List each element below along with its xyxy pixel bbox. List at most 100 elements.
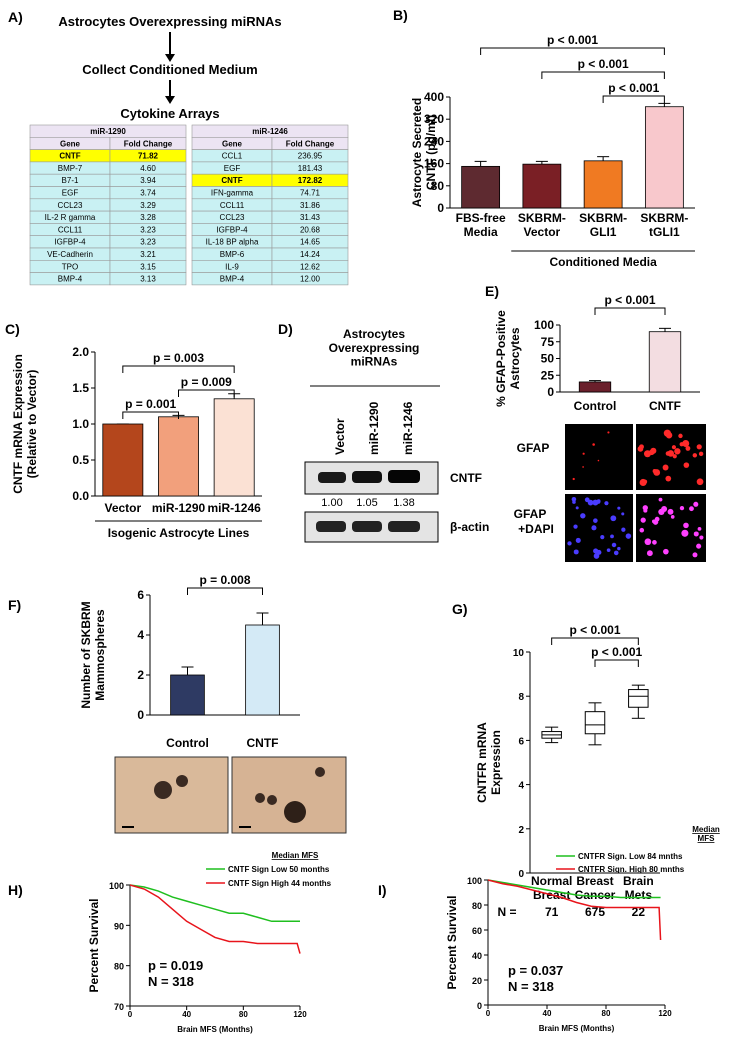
significance-bracket (594, 659, 639, 667)
lane-label: miR-1246 (401, 401, 415, 455)
box (584, 711, 606, 735)
cell-dot (696, 478, 704, 486)
cell-dot (662, 464, 669, 471)
panel-label: C) (5, 321, 20, 337)
cell-dot (696, 444, 702, 450)
p-value: p < 0.001 (578, 57, 629, 71)
image-label: GFAP (517, 441, 550, 455)
y-tick-label: 60 (472, 926, 482, 936)
table-value: 3.29 (140, 201, 156, 210)
significance-bracket (187, 587, 263, 595)
y-tick-label: 90 (114, 921, 124, 931)
table-gene: IL-9 (225, 262, 239, 271)
cell-dot (681, 529, 689, 537)
table-gene: BMP-6 (220, 250, 245, 259)
y-tick-label: 80 (472, 901, 482, 911)
x-tick-label: 0 (486, 1009, 491, 1018)
p-value: p = 0.008 (199, 573, 250, 587)
cell-dot (682, 439, 690, 447)
quant-label: 1.38 (393, 497, 414, 509)
cell-dot (692, 552, 698, 558)
table-header: Gene (222, 139, 243, 148)
cell-dot (572, 500, 576, 504)
x-tick-label: 40 (543, 1009, 552, 1018)
x-tick-label: Control (166, 736, 209, 750)
n-value: 71 (545, 905, 559, 919)
table-value: 3.21 (140, 250, 156, 259)
y-tick-label: 4 (518, 781, 524, 792)
y-tick-label: 0 (547, 385, 554, 399)
y-tick-label: 2 (137, 668, 144, 682)
legend-title: Median MFS (272, 851, 319, 860)
y-tick-label: 240 (424, 134, 444, 148)
survival-curve (487, 879, 661, 899)
blot-title: Astrocytes Overexpressing miRNAs (329, 327, 420, 369)
table-gene: IGFBP-4 (216, 225, 248, 234)
table-value: 3.13 (140, 275, 156, 284)
table-header: Gene (60, 139, 81, 148)
annotation: N = 318 (508, 979, 554, 994)
x-tick-label: Vector (104, 501, 141, 515)
quant-label: 1.05 (356, 497, 377, 509)
blot (304, 461, 439, 543)
y-tick-label: 75 (541, 335, 555, 349)
y-axis-label: CNTF mRNA Expression(Relative to Vector) (11, 354, 39, 494)
flow-step: Cytokine Arrays (120, 106, 219, 121)
y-tick-label: 0 (137, 708, 144, 722)
n-value: 675 (585, 905, 605, 919)
cell-dot (637, 446, 644, 452)
y-tick-label: 8 (518, 692, 524, 703)
cell-dot (639, 527, 645, 533)
bar (461, 165, 501, 209)
flow-step: Collect Conditioned Medium (82, 62, 258, 77)
table-value: 172.82 (298, 176, 323, 185)
cell-dot (693, 531, 699, 537)
annotation: N = 318 (148, 974, 194, 989)
p-value: p = 0.003 (153, 351, 204, 365)
table-gene: CCL1 (222, 152, 243, 161)
table-gene: IL-2 R gamma (45, 213, 96, 222)
cell-dot (698, 451, 704, 457)
table-value: 71.82 (138, 152, 159, 161)
table-value: 31.86 (300, 201, 321, 210)
cell-dot (663, 548, 669, 555)
cell-dot (665, 475, 672, 482)
x-tick-label: SKBRM-GLI1 (579, 211, 627, 239)
annotation: p = 0.019 (148, 958, 203, 973)
p-value: p < 0.001 (604, 293, 655, 307)
legend-label: CNTF Sign Low 50 months (228, 865, 330, 874)
bar (578, 381, 612, 393)
cell-dot (582, 466, 584, 468)
cell-dot (697, 527, 702, 531)
x-tick-label: Normal Breast (531, 874, 572, 902)
table-gene: BMP-7 (58, 164, 83, 173)
box (628, 689, 649, 708)
y-tick-label: 4 (137, 628, 144, 642)
x-tick-label: 40 (182, 1010, 191, 1019)
y-tick-label: 100 (534, 318, 554, 332)
p-value: p < 0.001 (608, 81, 659, 95)
cell-dot (642, 479, 648, 484)
p-value: p < 0.001 (547, 33, 598, 47)
table-value: 31.43 (300, 213, 321, 222)
survival-curve (129, 884, 301, 954)
cell-dot (593, 553, 600, 559)
table-cell (109, 272, 187, 286)
panel-label: D) (278, 321, 293, 337)
cell-dot (671, 445, 676, 450)
group-label: Conditioned Media (549, 255, 657, 269)
y-axis-label: Percent Survival (87, 898, 101, 992)
cell-dot (613, 550, 619, 556)
p-value: p = 0.009 (181, 375, 232, 389)
y-tick-label: 70 (114, 1002, 124, 1012)
x-tick-label: Control (574, 399, 617, 413)
table-value: 3.28 (140, 213, 156, 222)
cell-dot (617, 506, 621, 510)
image-label: +DAPI (518, 522, 554, 536)
survival-curve (487, 879, 662, 941)
significance-bracket (551, 637, 639, 645)
table-gene: CCL11 (220, 201, 245, 210)
x-tick-label: 0 (128, 1010, 133, 1019)
cell-dot (567, 541, 572, 546)
